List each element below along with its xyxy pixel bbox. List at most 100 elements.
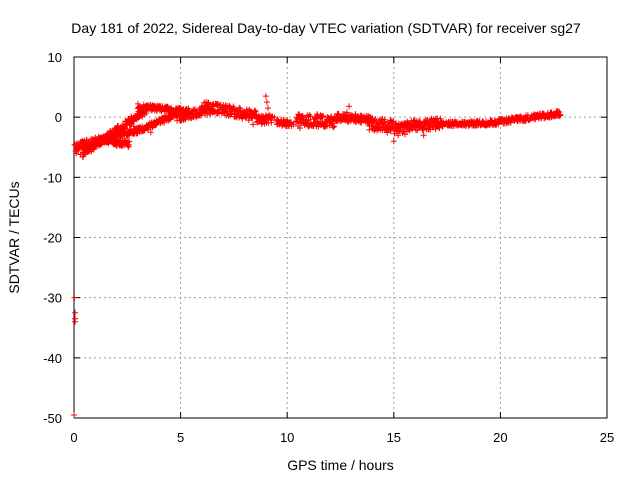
data-point bbox=[358, 117, 365, 124]
data-point bbox=[73, 150, 80, 157]
x-tick-label: 15 bbox=[387, 430, 401, 445]
data-point bbox=[414, 127, 421, 134]
x-tick-label: 25 bbox=[600, 430, 614, 445]
data-point bbox=[230, 105, 237, 112]
data-point bbox=[305, 117, 312, 124]
data-point bbox=[488, 120, 495, 127]
data-point bbox=[134, 127, 141, 134]
data-point bbox=[209, 103, 216, 110]
data-point bbox=[507, 119, 514, 126]
data-point bbox=[426, 122, 433, 129]
data-point bbox=[420, 132, 427, 139]
x-axis-label: GPS time / hours bbox=[287, 457, 394, 473]
y-tick-label: -20 bbox=[43, 231, 62, 246]
data-point bbox=[198, 105, 205, 112]
data-point bbox=[277, 120, 284, 127]
data-point bbox=[330, 124, 337, 131]
data-point bbox=[522, 112, 529, 119]
data-point bbox=[505, 115, 512, 122]
data-point bbox=[75, 144, 82, 151]
data-point bbox=[237, 108, 244, 115]
data-point bbox=[352, 111, 359, 118]
data-point bbox=[220, 102, 227, 109]
data-point bbox=[381, 116, 388, 123]
y-tick-label: 0 bbox=[55, 110, 62, 125]
data-point bbox=[290, 121, 297, 128]
data-point bbox=[314, 111, 321, 118]
data-point bbox=[471, 122, 478, 129]
data-point bbox=[141, 105, 148, 112]
data-point bbox=[480, 118, 487, 125]
data-point bbox=[439, 123, 446, 130]
data-point bbox=[401, 123, 408, 130]
data-point bbox=[134, 111, 141, 118]
data-point bbox=[265, 105, 272, 112]
data-point bbox=[106, 132, 113, 139]
x-tick-label: 10 bbox=[280, 430, 294, 445]
data-point bbox=[284, 117, 291, 124]
data-point bbox=[205, 100, 212, 107]
data-point bbox=[147, 129, 154, 136]
data-point bbox=[102, 137, 109, 144]
data-point bbox=[384, 129, 391, 136]
x-tick-label: 0 bbox=[70, 430, 77, 445]
data-point bbox=[369, 120, 376, 127]
data-point bbox=[418, 122, 425, 129]
data-point bbox=[88, 141, 95, 148]
data-point bbox=[96, 139, 103, 146]
data-point bbox=[134, 100, 141, 107]
data-point bbox=[331, 123, 338, 130]
data-points bbox=[71, 93, 564, 418]
data-point bbox=[343, 109, 350, 116]
data-point bbox=[390, 138, 397, 145]
data-point bbox=[190, 106, 197, 113]
data-point bbox=[548, 109, 555, 116]
data-point bbox=[554, 108, 561, 115]
data-point bbox=[251, 107, 258, 114]
data-point bbox=[92, 135, 99, 142]
data-point bbox=[365, 112, 372, 119]
data-point bbox=[72, 318, 79, 325]
data-point bbox=[454, 121, 461, 128]
data-point bbox=[173, 106, 180, 113]
data-point bbox=[296, 124, 303, 131]
data-point bbox=[433, 118, 440, 125]
data-point bbox=[514, 114, 521, 121]
data-point bbox=[113, 143, 120, 150]
data-point bbox=[109, 138, 116, 145]
data-point bbox=[395, 132, 402, 139]
data-point bbox=[372, 115, 379, 122]
data-point bbox=[230, 103, 237, 110]
axis-ticks: 0 5 10 15 20 25 -50 -40 -30 -20 -10 0 10 bbox=[43, 50, 614, 445]
data-point bbox=[375, 126, 382, 133]
data-point bbox=[198, 112, 205, 119]
data-point bbox=[250, 121, 257, 128]
data-point bbox=[258, 112, 265, 119]
data-point bbox=[71, 411, 77, 418]
data-point bbox=[346, 103, 353, 110]
data-point bbox=[156, 103, 163, 110]
data-point bbox=[382, 121, 389, 128]
data-point bbox=[320, 112, 327, 119]
data-point bbox=[147, 102, 154, 109]
data-point bbox=[130, 123, 137, 130]
data-point bbox=[117, 135, 124, 142]
data-point bbox=[263, 99, 270, 106]
data-point bbox=[497, 117, 504, 124]
data-point bbox=[241, 111, 248, 118]
data-point bbox=[322, 118, 329, 125]
data-point bbox=[388, 124, 395, 131]
data-point bbox=[178, 108, 185, 115]
data-point bbox=[271, 114, 278, 121]
data-point bbox=[323, 122, 330, 129]
data-point bbox=[81, 147, 88, 154]
y-tick-label: -30 bbox=[43, 291, 62, 306]
y-tick-label: -10 bbox=[43, 170, 62, 185]
data-point bbox=[339, 115, 346, 122]
data-point bbox=[287, 120, 294, 127]
data-point bbox=[245, 117, 252, 124]
y-tick-label: -50 bbox=[43, 411, 62, 426]
data-point bbox=[124, 126, 131, 133]
data-point bbox=[71, 294, 78, 301]
